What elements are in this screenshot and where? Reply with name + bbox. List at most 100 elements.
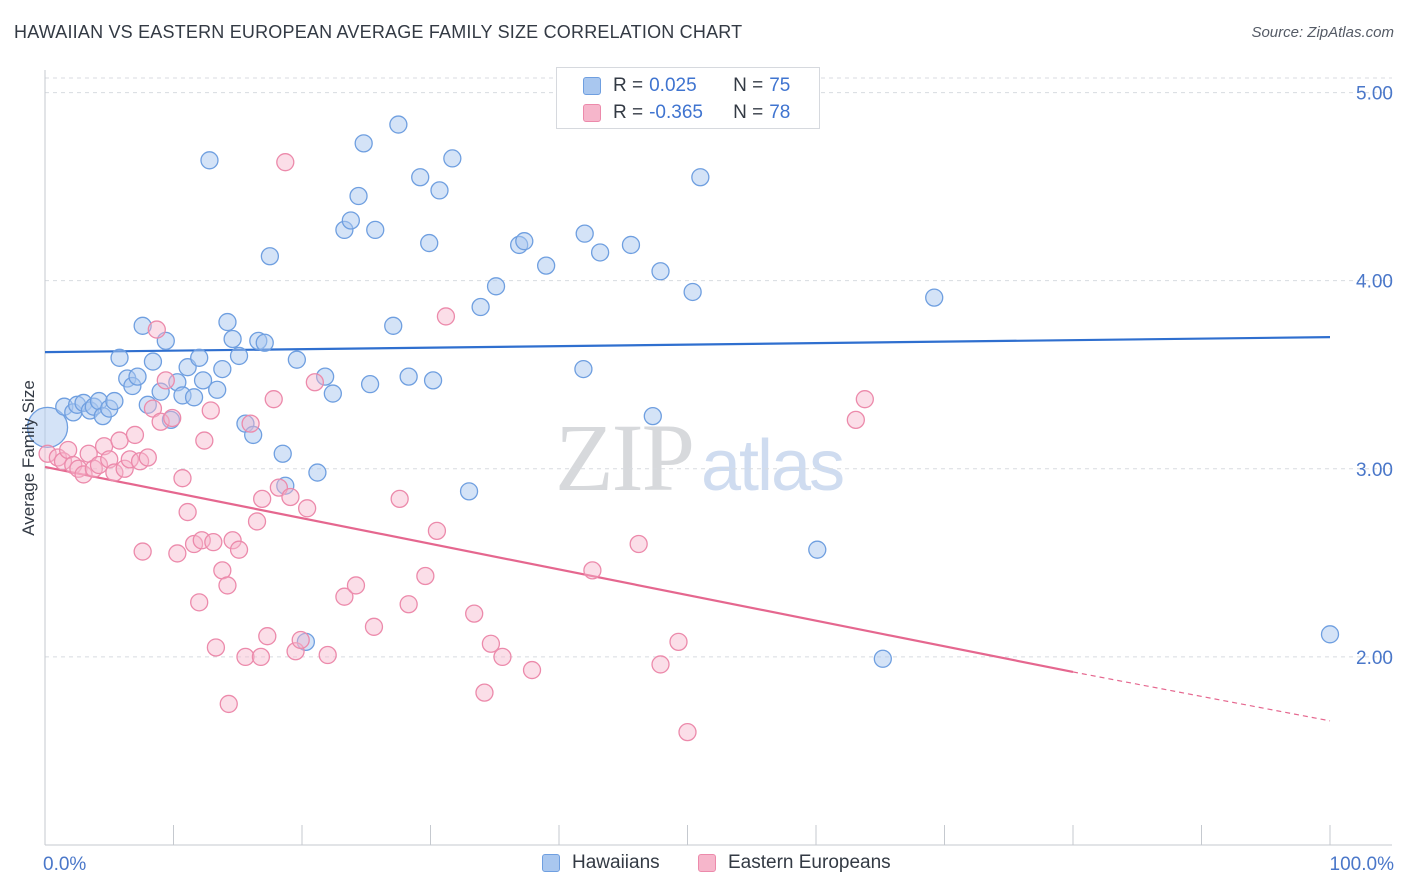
point-eastern-europeans [493,647,512,667]
grid-lines [45,77,1392,658]
point-hawaiians [184,388,204,407]
point-hawaiians [341,211,360,230]
point-hawaiians [244,425,263,445]
point-eastern-europeans [281,487,300,507]
y-tick-label: 5.00 [1356,84,1393,105]
point-eastern-europeans [629,534,648,554]
point-eastern-europeans [115,459,134,478]
point-hawaiians [411,168,430,187]
legend-r-label: R = [613,102,644,123]
point-hawaiians [1320,625,1340,644]
point-hawaiians [223,329,242,349]
point-eastern-europeans [53,452,73,471]
point-eastern-europeans [253,489,272,509]
point-eastern-europeans [229,540,249,559]
point-hawaiians [105,391,124,411]
point-hawaiians [459,482,479,501]
point-eastern-europeans [335,587,354,606]
point-hawaiians [420,233,439,253]
point-hawaiians [190,348,209,367]
point-hawaiians [486,277,506,296]
point-eastern-europeans [465,604,484,623]
point-hawaiians [315,367,335,386]
stats-legend: R = 0.025 N = 75 R = -0.365 N = 78 [556,67,820,129]
point-eastern-europeans [364,617,384,636]
y-tick-label: 2.00 [1356,648,1393,669]
trendline-eastern-europeans-extension [1072,671,1331,722]
point-eastern-europeans [195,431,214,450]
point-hawaiians [349,186,368,206]
legend-swatch-hawaiians [583,77,601,95]
x-tick-label: 100.0% [1330,854,1395,875]
point-eastern-europeans [147,320,166,339]
point-eastern-europeans [846,410,865,430]
point-eastern-europeans [286,642,305,661]
point-eastern-europeans [251,647,271,667]
point-eastern-europeans [241,414,260,433]
point-eastern-europeans [297,499,317,518]
point-eastern-europeans [346,576,366,595]
chart-title: HAWAIIAN VS EASTERN EUROPEAN AVERAGE FAM… [14,22,743,42]
legend-n-label: N = [733,102,764,123]
axes [44,70,1392,846]
point-eastern-europeans [522,660,542,680]
point-hawaiians [399,367,418,386]
point-hawaiians [128,367,147,386]
legend-row-hawaiians: R = 0.025 N = 75 [583,74,790,98]
point-hawaiians [110,348,129,367]
point-eastern-europeans [219,694,238,714]
point-eastern-europeans [156,371,175,390]
point-hawaiians [515,232,534,251]
point-eastern-europeans [178,502,197,522]
x-tick-label: 0.0% [43,854,86,875]
point-hawaiians [151,382,170,401]
trendline-eastern-europeans [44,465,1074,674]
point-hawaiians [384,316,403,335]
point-hawaiians [423,371,443,390]
point-eastern-europeans [89,455,109,475]
point-hawaiians [218,312,237,332]
point-eastern-europeans [38,444,57,463]
watermark-atlas: atlas [701,426,845,506]
point-eastern-europeans [236,647,255,667]
point-eastern-europeans [105,463,124,482]
point-eastern-europeans [133,542,152,561]
point-eastern-europeans [669,632,688,651]
point-hawaiians [691,168,710,187]
point-eastern-europeans [399,595,418,614]
point-eastern-europeans [192,531,211,550]
legend-swatch-eastern-europeans [583,104,601,122]
legend-r-label: R = [613,75,644,96]
point-eastern-europeans [206,638,226,657]
point-eastern-europeans [173,469,192,488]
point-eastern-europeans [247,512,267,531]
point-hawaiians [366,220,385,240]
legend-swatch-hawaiians [542,854,560,872]
point-hawaiians [260,247,280,266]
legend-n-label: N = [733,75,764,96]
chart-source: Source: ZipAtlas.com [1251,24,1394,41]
legend-item-hawaiians[interactable]: Hawaiians [542,852,660,874]
point-hawaiians [287,350,307,369]
point-eastern-europeans [168,544,187,563]
point-hawaiians [575,224,594,243]
point-eastern-europeans [69,459,88,478]
point-hawaiians [621,235,641,255]
legend-label-eastern-europeans: Eastern Europeans [728,852,891,873]
point-hawaiians [873,649,892,668]
point-hawaiians [389,115,408,134]
point-hawaiians [255,333,274,352]
legend-item-eastern-europeans[interactable]: Eastern Europeans [698,852,891,874]
point-eastern-europeans [264,390,283,409]
point-eastern-europeans [390,489,409,509]
point-hawaiians [354,134,373,153]
point-hawaiians [683,282,702,302]
point-eastern-europeans [416,566,435,586]
point-hawaiians [574,359,593,379]
point-hawaiians [26,406,69,449]
point-hawaiians [430,181,449,200]
legend-n-value: 75 [769,75,791,96]
point-hawaiians [273,444,292,463]
watermark-zip: ZIP [555,404,695,511]
